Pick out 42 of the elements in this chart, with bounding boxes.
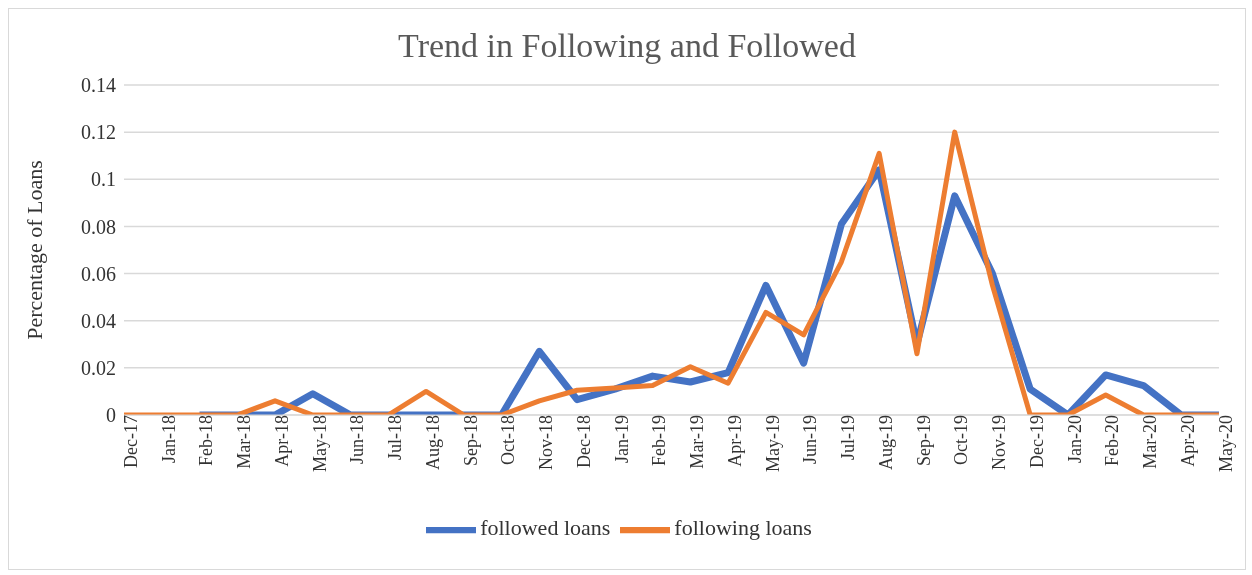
x-tick-label: Jan-18: [158, 415, 179, 463]
x-tick-label: Jun-19: [800, 415, 821, 464]
y-axis-title: Percentage of Loans: [21, 160, 47, 340]
x-tick-label: Oct-19: [951, 415, 972, 465]
x-tick-label: Aug-18: [422, 415, 443, 470]
x-tick-label: Dec-17: [120, 415, 141, 468]
x-tick-label: Oct-18: [498, 415, 519, 465]
x-tick-label: Nov-19: [989, 415, 1010, 470]
x-tick-label: Dec-18: [573, 415, 594, 468]
x-tick-label: Nov-18: [536, 415, 557, 470]
x-tick-label: Aug-19: [875, 415, 896, 470]
x-tick-label: Sep-18: [460, 415, 481, 466]
x-tick-label: Jun-18: [347, 415, 368, 464]
x-tick-label: Mar-19: [687, 415, 708, 469]
x-tick-label: Feb-20: [1102, 415, 1123, 466]
chart-title: Trend in Following and Followed: [397, 27, 857, 65]
y-tick-label: 0.1: [91, 168, 116, 191]
x-tick-label: May-20: [1215, 415, 1236, 472]
legend-label: following loans: [674, 515, 812, 541]
x-tick-label: Feb-19: [649, 415, 670, 466]
x-tick-label: Jan-19: [611, 415, 632, 463]
x-tick-label: Mar-18: [234, 415, 255, 469]
x-tick-label: Feb-18: [196, 415, 217, 466]
x-tick-label: Apr-20: [1178, 415, 1199, 467]
x-tick-label: Apr-18: [271, 415, 292, 467]
x-tick-label: May-18: [309, 415, 330, 472]
x-tick-label: Dec-19: [1026, 415, 1047, 468]
y-tick-label: 0.08: [81, 215, 116, 238]
x-tick-label: Jan-20: [1064, 415, 1085, 463]
x-tick-label: Apr-19: [724, 415, 745, 467]
x-tick-label: Sep-19: [913, 415, 934, 466]
y-tick-label: 0.04: [81, 309, 116, 332]
x-tick-label: May-19: [762, 415, 783, 472]
x-tick-label: Jul-18: [385, 415, 406, 460]
x-tick-label: Mar-20: [1140, 415, 1161, 469]
y-tick-label: 0.02: [81, 356, 116, 379]
y-tick-label: 0.06: [81, 262, 116, 285]
x-tick-label: Jul-19: [838, 415, 859, 460]
y-tick-label: 0.12: [81, 121, 116, 144]
y-tick-label: 0.14: [81, 74, 116, 97]
legend-label: followed loans: [480, 515, 611, 541]
y-tick-label: 0: [106, 404, 116, 427]
